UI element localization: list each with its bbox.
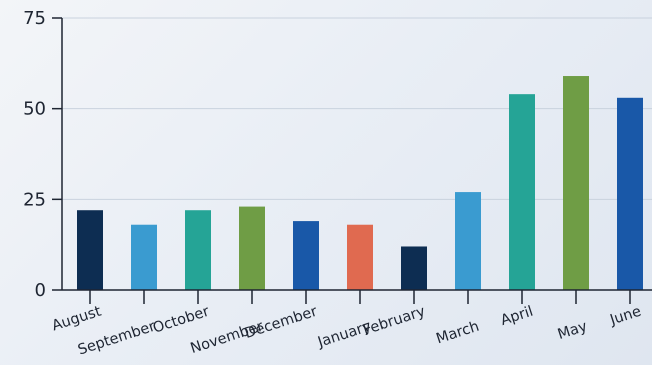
x-tick-label: December — [243, 304, 319, 342]
bar-november — [239, 206, 265, 290]
bar-june — [617, 97, 643, 290]
y-tick-label: 25 — [23, 189, 46, 210]
bar-september — [131, 224, 157, 290]
bar-december — [293, 221, 319, 290]
bar-october — [185, 210, 211, 290]
bar-may — [563, 76, 589, 290]
bars — [77, 76, 643, 290]
bar-february — [401, 246, 427, 290]
y-axis-ticks: 0 25 50 75 — [23, 8, 62, 301]
x-tick-label: March — [434, 319, 481, 348]
bar-january — [347, 224, 373, 290]
y-tick-label: 75 — [23, 8, 46, 29]
x-tick-label: August — [50, 303, 104, 334]
y-tick-label: 0 — [35, 280, 46, 301]
bar-august — [77, 210, 103, 290]
bar-april — [509, 94, 535, 290]
x-tick-label: June — [607, 304, 643, 329]
x-tick-label: October — [151, 304, 211, 337]
grid-lines — [62, 17, 652, 200]
x-tick-label: May — [556, 318, 590, 343]
x-tick-label: February — [361, 303, 427, 338]
y-tick-label: 50 — [23, 99, 46, 120]
x-tick-label: April — [499, 304, 535, 329]
x-axis-ticks: AugustSeptemberOctoberNovemberDecemberJa… — [50, 290, 643, 359]
bar-march — [455, 192, 481, 290]
x-tick-label: September — [76, 319, 157, 359]
